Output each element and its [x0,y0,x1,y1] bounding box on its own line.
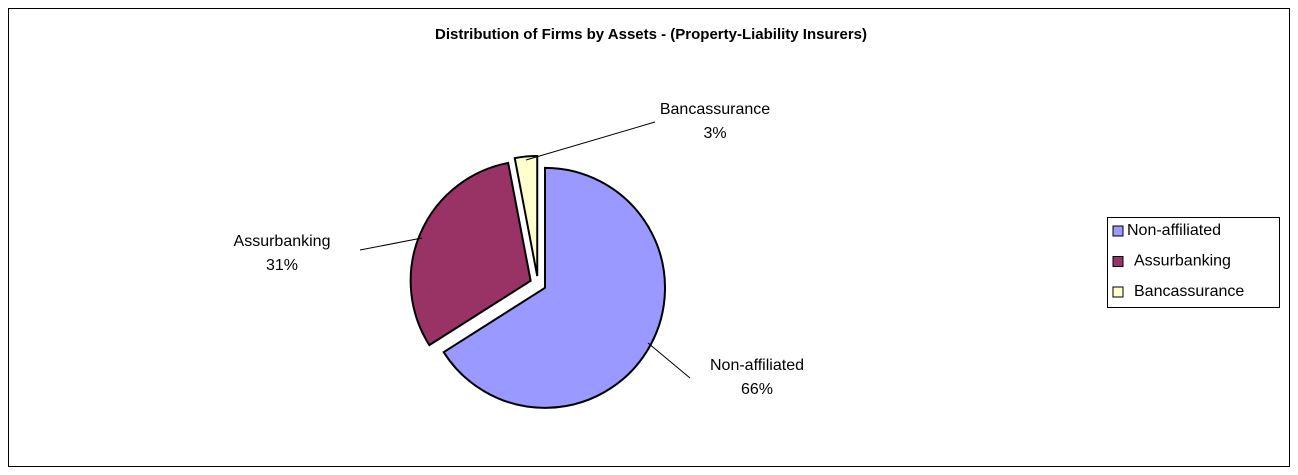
legend-box [1107,217,1280,308]
chart-title: Distribution of Firms by Assets - (Prope… [435,26,867,43]
leader-line [525,121,656,161]
legend-swatch [1112,256,1124,267]
slice-label: Bancassurance [660,101,770,118]
slice-value-label: 31% [266,257,298,274]
slice-value-label: 66% [741,381,773,398]
pie-slice [409,161,532,347]
pie-slice [513,155,539,277]
pie-slice [442,166,667,409]
leader-line [359,237,423,251]
slice-value-label: 3% [703,125,726,142]
slice-label: Non-affiliated [710,357,804,374]
legend-label: Assurbanking [1134,253,1231,270]
legend-swatch [1112,225,1124,237]
leader-line [647,342,691,379]
legend-label: Bancassurance [1134,283,1244,300]
slice-label: Assurbanking [234,233,331,250]
legend-label: Non-affiliated [1127,222,1221,239]
legend-swatch [1112,286,1124,298]
